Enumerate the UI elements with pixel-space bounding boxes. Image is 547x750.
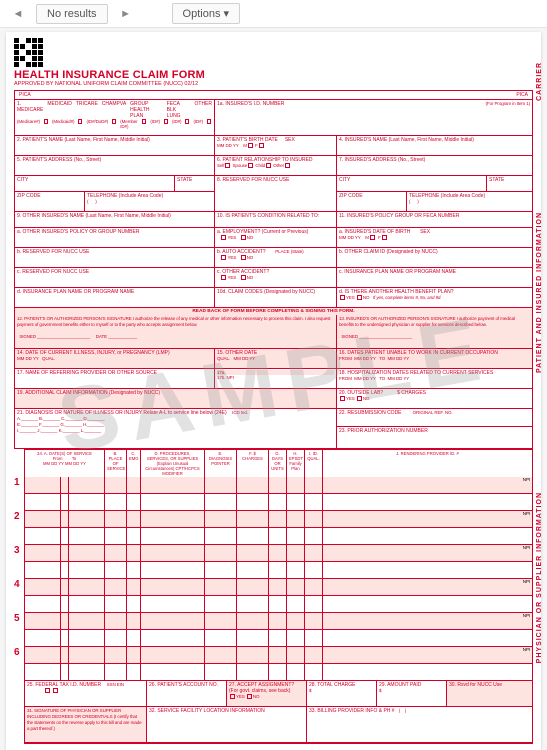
service-line-5: 5NPI: [24, 613, 533, 647]
box-7-zip: ZIP CODE: [337, 192, 407, 212]
box-1: 1. MEDICAREMEDICAID TRICARECHAMPVA GROUP…: [15, 100, 215, 136]
box-2: 2. PATIENT'S NAME (Last Name, First Name…: [15, 136, 215, 156]
box-30: 30. Rsvd for NUCC Use: [447, 681, 532, 707]
service-line-3: 3NPI: [24, 545, 533, 579]
box-10b: b. AUTO ACCIDENT? PLACE (State) YES NO: [215, 248, 337, 268]
box-7-state: STATE: [487, 176, 532, 192]
box-17ab: 17a.17b. NPI: [215, 369, 337, 389]
box-10: 10. IS PATIENT'S CONDITION RELATED TO:: [215, 212, 337, 228]
read-back-instruction: READ BACK OF FORM BEFORE COMPLETING & SI…: [14, 308, 533, 315]
service-line-2: 2NPI: [24, 511, 533, 545]
box-32: 32. SERVICE FACILITY LOCATION INFORMATIO…: [147, 707, 307, 743]
box-18: 18. HOSPITALIZATION DATES RELATED TO CUR…: [337, 369, 532, 389]
box-14: 14. DATE OF CURRENT ILLNESS, INJURY, or …: [15, 349, 215, 369]
box-22-23: 22. RESUBMISSION CODE ORIGINAL REF. NO. …: [337, 409, 532, 449]
service-line-4: 4NPI: [24, 579, 533, 613]
box-25: 25. FEDERAL TAX I.D. NUMBER SSN EIN: [25, 681, 147, 707]
box-33: 33. BILLING PROVIDER INFO & PH # ( ): [307, 707, 532, 743]
box-9a: a. OTHER INSURED'S POLICY OR GROUP NUMBE…: [15, 228, 215, 248]
form-subtitle: APPROVED BY NATIONAL UNIFORM CLAIM COMMI…: [14, 81, 533, 87]
box-13: 13. INSURED'S OR AUTHORIZED PERSON'S SIG…: [337, 315, 532, 349]
box-11: 11. INSURED'S POLICY GROUP OR FECA NUMBE…: [337, 212, 532, 228]
form-title: HEALTH INSURANCE CLAIM FORM: [14, 69, 533, 81]
box-27: 27. ACCEPT ASSIGNMENT? (For govt. claims…: [227, 681, 307, 707]
box-20: 20. OUTSIDE LAB? $ CHARGESYES NO: [337, 389, 532, 409]
box-3: 3. PATIENT'S BIRTH DATE SEX MM DD YY M F: [215, 136, 337, 156]
options-dropdown[interactable]: Options ▾: [172, 3, 241, 24]
pica-row: PICAPICA: [14, 90, 533, 99]
box-19: 19. ADDITIONAL CLAIM INFORMATION (Design…: [15, 389, 337, 409]
prev-page-icon[interactable]: ◄: [8, 4, 28, 24]
no-results-label: No results: [36, 4, 108, 24]
box-1a: 1a. INSURED'S I.D. NUMBER(For Program in…: [215, 100, 532, 136]
box-11b: b. OTHER CLAIM ID (Designated by NUCC): [337, 248, 532, 268]
box-9b: b. RESERVED FOR NUCC USE: [15, 248, 215, 268]
box-11a: a. INSURED'S DATE OF BIRTH SEXMM DD YY M…: [337, 228, 532, 248]
box-17: 17. NAME OF REFERRING PROVIDER OR OTHER …: [15, 369, 215, 389]
box-5: 5. PATIENT'S ADDRESS (No., Street): [15, 156, 215, 176]
box-26: 26. PATIENT'S ACCOUNT NO.: [147, 681, 227, 707]
box-10a: a. EMPLOYMENT? (Current or Previous) YES…: [215, 228, 337, 248]
claim-form: SAMPLE CARRIER PATIENT AND INSURED INFOR…: [6, 32, 541, 750]
box-6: 6. PATIENT RELATIONSHIP TO INSURED Self …: [215, 156, 337, 176]
box-28: 28. TOTAL CHARGE$: [307, 681, 377, 707]
box-8b: [215, 192, 337, 212]
next-page-icon[interactable]: ►: [116, 4, 136, 24]
box-9d: d. INSURANCE PLAN NAME OR PROGRAM NAME: [15, 288, 215, 308]
viewer-toolbar: ◄ No results ► Options ▾: [0, 0, 547, 28]
box-29: 29. AMOUNT PAID$: [377, 681, 447, 707]
box-9: 9. OTHER INSURED'S NAME (Last Name, Firs…: [15, 212, 215, 228]
box-31: 31. SIGNATURE OF PHYSICIAN OR SUPPLIER I…: [25, 707, 147, 743]
box-4: 4. INSURED'S NAME (Last Name, First Name…: [337, 136, 532, 156]
box-24-header: 24. A. DATE(S) OF SERVICEFrom ToMM DD YY…: [24, 449, 533, 477]
service-lines: 24. A. DATE(S) OF SERVICEFrom ToMM DD YY…: [24, 449, 533, 681]
box-5-city: CITY: [15, 176, 175, 192]
box-5-phone: TELEPHONE (Include Area Code)( ): [85, 192, 215, 212]
box-11d: d. IS THERE ANOTHER HEALTH BENEFIT PLAN?…: [337, 288, 532, 308]
box-11c: c. INSURANCE PLAN NAME OR PROGRAM NAME: [337, 268, 532, 288]
box-15: 15. OTHER DATEQUAL. MM DD YY: [215, 349, 337, 369]
box-10c: c. OTHER ACCIDENT? YES NO: [215, 268, 337, 288]
box-9c: c. RESERVED FOR NUCC USE: [15, 268, 215, 288]
service-line-6: 6NPI: [24, 647, 533, 681]
service-line-1: 1NPI: [24, 477, 533, 511]
box-10d: 10d. CLAIM CODES (Designated by NUCC): [215, 288, 337, 308]
side-label-carrier: CARRIER: [536, 62, 543, 101]
box-8: 8. RESERVED FOR NUCC USE: [215, 176, 337, 192]
box-5-state: STATE: [175, 176, 215, 192]
box-7-phone: TELEPHONE (Include Area Code)( ): [407, 192, 532, 212]
box-21: 21. DIAGNOSIS OR NATURE OF ILLNESS OR IN…: [15, 409, 337, 449]
side-label-patient: PATIENT AND INSURED INFORMATION: [536, 212, 543, 373]
side-label-physician: PHYSICIAN OR SUPPLIER INFORMATION: [536, 492, 543, 663]
box-12: 12. PATIENT'S OR AUTHORIZED PERSON'S SIG…: [15, 315, 337, 349]
box-16: 16. DATES PATIENT UNABLE TO WORK IN CURR…: [337, 349, 532, 369]
qr-code-icon: [14, 38, 533, 67]
box-7-city: CITY: [337, 176, 487, 192]
box-5-zip: ZIP CODE: [15, 192, 85, 212]
box-7: 7. INSURED'S ADDRESS (No., Street): [337, 156, 532, 176]
